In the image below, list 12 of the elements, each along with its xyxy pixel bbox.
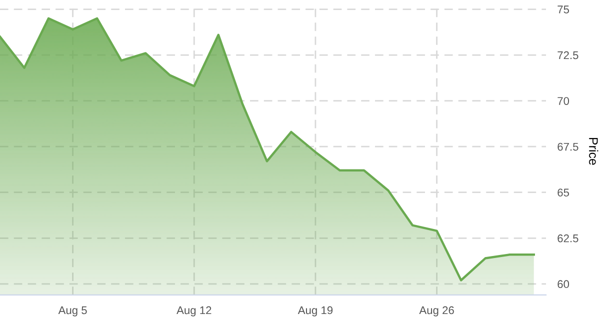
x-tick-label: Aug 5 [58,306,87,316]
y-tick-label: 60 [558,280,570,288]
y-tick-label: 67.5 [558,142,578,151]
x-tick-label: Aug 12 [176,306,212,316]
y-tick-label: 62.5 [558,234,578,242]
x-tick-label: Aug 26 [419,306,454,316]
y-tick-label: 65 [558,188,570,196]
y-axis-title: Price [588,138,598,165]
y-tick-label: 75 [558,6,570,14]
y-tick-label: 72.5 [558,51,578,60]
x-tick-label: Aug 19 [298,306,333,316]
y-tick-label: 70 [558,97,570,105]
